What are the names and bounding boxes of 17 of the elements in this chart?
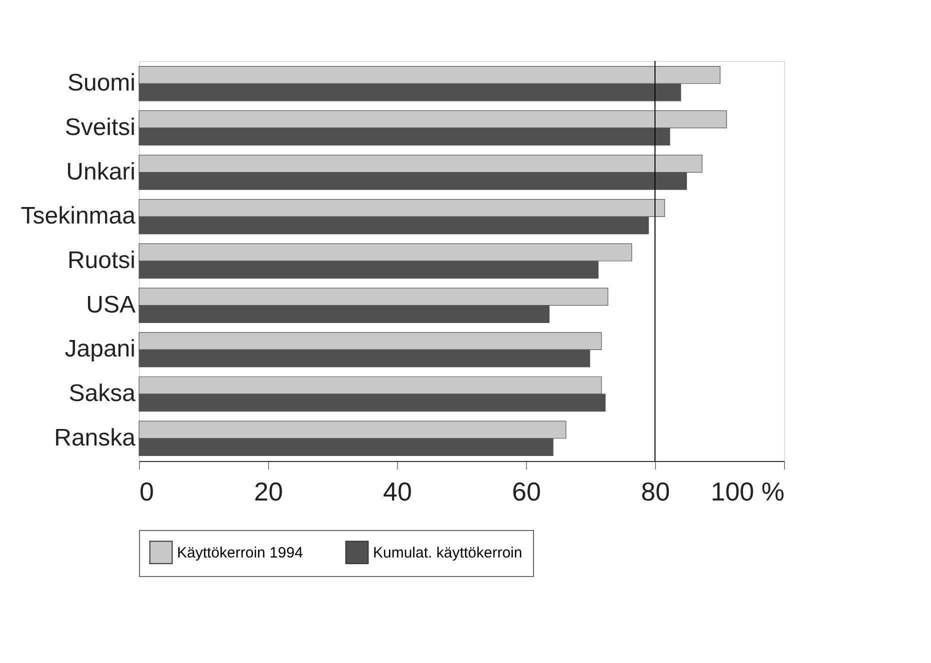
y-tick-label: Unkari bbox=[66, 158, 136, 186]
y-tick-label: Suomi bbox=[67, 70, 136, 97]
x-tick-label: 0 bbox=[140, 476, 154, 506]
y-tick-label: Ranska bbox=[54, 424, 136, 452]
x-tick-label: 100 % bbox=[710, 476, 784, 506]
x-tick-label: 60 bbox=[512, 476, 541, 506]
y-tick-label: Saksa bbox=[68, 380, 136, 408]
legend-label: Kumulat. käyttökerroin bbox=[373, 544, 522, 562]
y-tick-label: Tsekinmaa bbox=[20, 202, 136, 230]
y-tick-label: Sveitsi bbox=[64, 114, 136, 141]
y-tick-label: Ruotsi bbox=[67, 247, 136, 274]
y-tick-label: USA bbox=[86, 291, 136, 318]
x-tick-label: 20 bbox=[254, 476, 283, 506]
legend-label: Käyttökerroin 1994 bbox=[177, 544, 303, 562]
x-tick-label: 80 bbox=[641, 476, 670, 506]
x-tick-label: 40 bbox=[383, 476, 412, 506]
y-tick-label: Japani bbox=[64, 336, 136, 363]
